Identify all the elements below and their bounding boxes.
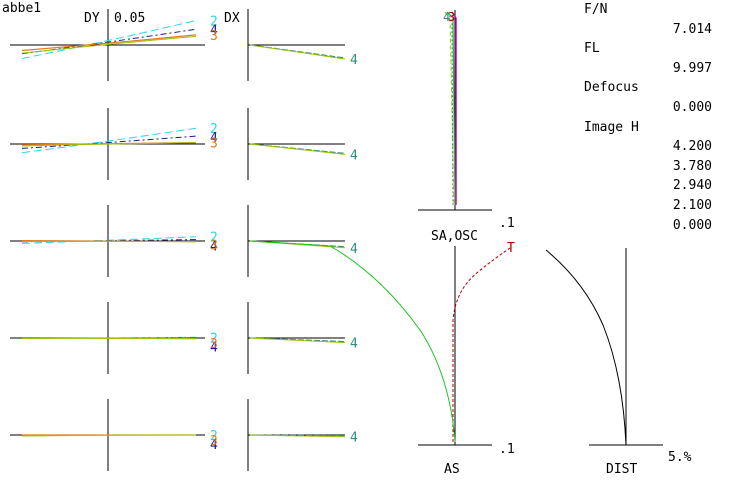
as-sagittal-curve: [251, 240, 456, 443]
dy-field-label: 3: [210, 434, 218, 449]
dy-field-label: 2: [210, 231, 218, 246]
fn-value: 7.014: [672, 21, 712, 37]
sa-field-label: 4: [443, 10, 450, 24]
distortion-plot: DIST 5.%: [545, 248, 692, 477]
dy-field-label: 2: [210, 122, 218, 137]
dy-ray-curve: [21, 236, 197, 244]
fl-label: FL: [584, 41, 600, 57]
defocus-label: Defocus: [584, 80, 639, 96]
dist-label: DIST: [606, 462, 637, 477]
dx-field-label: 4: [350, 431, 358, 446]
dy-ray-curve: [21, 28, 197, 55]
dy-ray-curve: [21, 20, 197, 59]
sa-curve-yellow: [444, 11, 455, 206]
dy-field-label: 4: [210, 240, 218, 255]
dy-ray-curve-secondary: [21, 434, 197, 437]
ray-fan-curves: [21, 20, 346, 438]
dy-field-label: 2: [210, 331, 218, 346]
defocus-value: 0.000: [672, 99, 712, 115]
dx-axis-label: DX: [224, 11, 240, 26]
dy-scale-label: 0.05: [114, 11, 145, 26]
image-h-value: 0.000: [672, 217, 712, 233]
sa-scale-label: .1: [499, 216, 515, 231]
sa-osc-label: SA,OSC: [431, 229, 478, 244]
sa-curve-green: [446, 11, 456, 206]
dy-field-label: 4: [210, 24, 218, 39]
dy-axis-label: DY: [84, 11, 100, 26]
as-label: AS: [444, 462, 460, 477]
window-title: abbe1: [2, 1, 41, 16]
dy-ray-curve-secondary: [21, 35, 197, 54]
dx-field-label: 4: [350, 242, 358, 257]
dx-field-label: 4: [350, 53, 358, 68]
lens-info-panel: F/N 7.014 FL 9.997 Defocus 0.000 Image H…: [584, 0, 724, 235]
dx-field-label: 4: [350, 337, 358, 352]
as-scale-label: .1: [499, 442, 515, 457]
dy-field-label: 3: [210, 29, 218, 44]
fn-label: F/N: [584, 2, 608, 17]
dist-curve: [545, 249, 627, 446]
image-h-value: 2.100: [672, 197, 712, 213]
sa-curve-magenta: [451, 11, 457, 205]
dx-ray-curve-secondary: [249, 337, 346, 344]
dy-field-label: 4: [210, 340, 218, 355]
dy-field-label: 3: [210, 137, 218, 152]
astigmatism-plot: T AS .1: [251, 240, 515, 477]
sa-curve-teal: [447, 11, 454, 206]
image-h-label: Image H: [584, 119, 639, 135]
dy-field-label: 4: [210, 438, 218, 453]
dx-field-label: 4: [350, 148, 358, 163]
sa-osc-plot: 4 3 SA,OSC .1: [418, 10, 515, 244]
dy-ray-curve-secondary: [21, 142, 197, 147]
dx-ray-curve-secondary: [249, 44, 346, 60]
image-h-value: 4.200: [672, 139, 712, 155]
dy-field-label: 3: [210, 239, 218, 254]
as-t-label: T: [507, 241, 515, 256]
image-h-value: 2.940: [672, 178, 712, 194]
image-h-value: 3.780: [672, 158, 712, 174]
dx-ray-curve-secondary: [249, 434, 346, 438]
dy-field-label: 4: [210, 131, 218, 146]
dy-field-label: 2: [210, 15, 218, 30]
dx-ray-curve-secondary: [249, 143, 346, 155]
dy-ray-curve: [21, 135, 197, 149]
dy-ray-curve: [21, 34, 197, 52]
sa-field-label-red: 3: [448, 10, 455, 24]
fl-value: 9.997: [672, 60, 712, 76]
as-tangential-curve: [452, 247, 511, 442]
dy-ray-curve: [21, 127, 197, 154]
dy-field-label: 3: [210, 337, 218, 352]
dy-field-label: 2: [210, 429, 218, 444]
dist-scale-label: 5.%: [668, 450, 692, 465]
